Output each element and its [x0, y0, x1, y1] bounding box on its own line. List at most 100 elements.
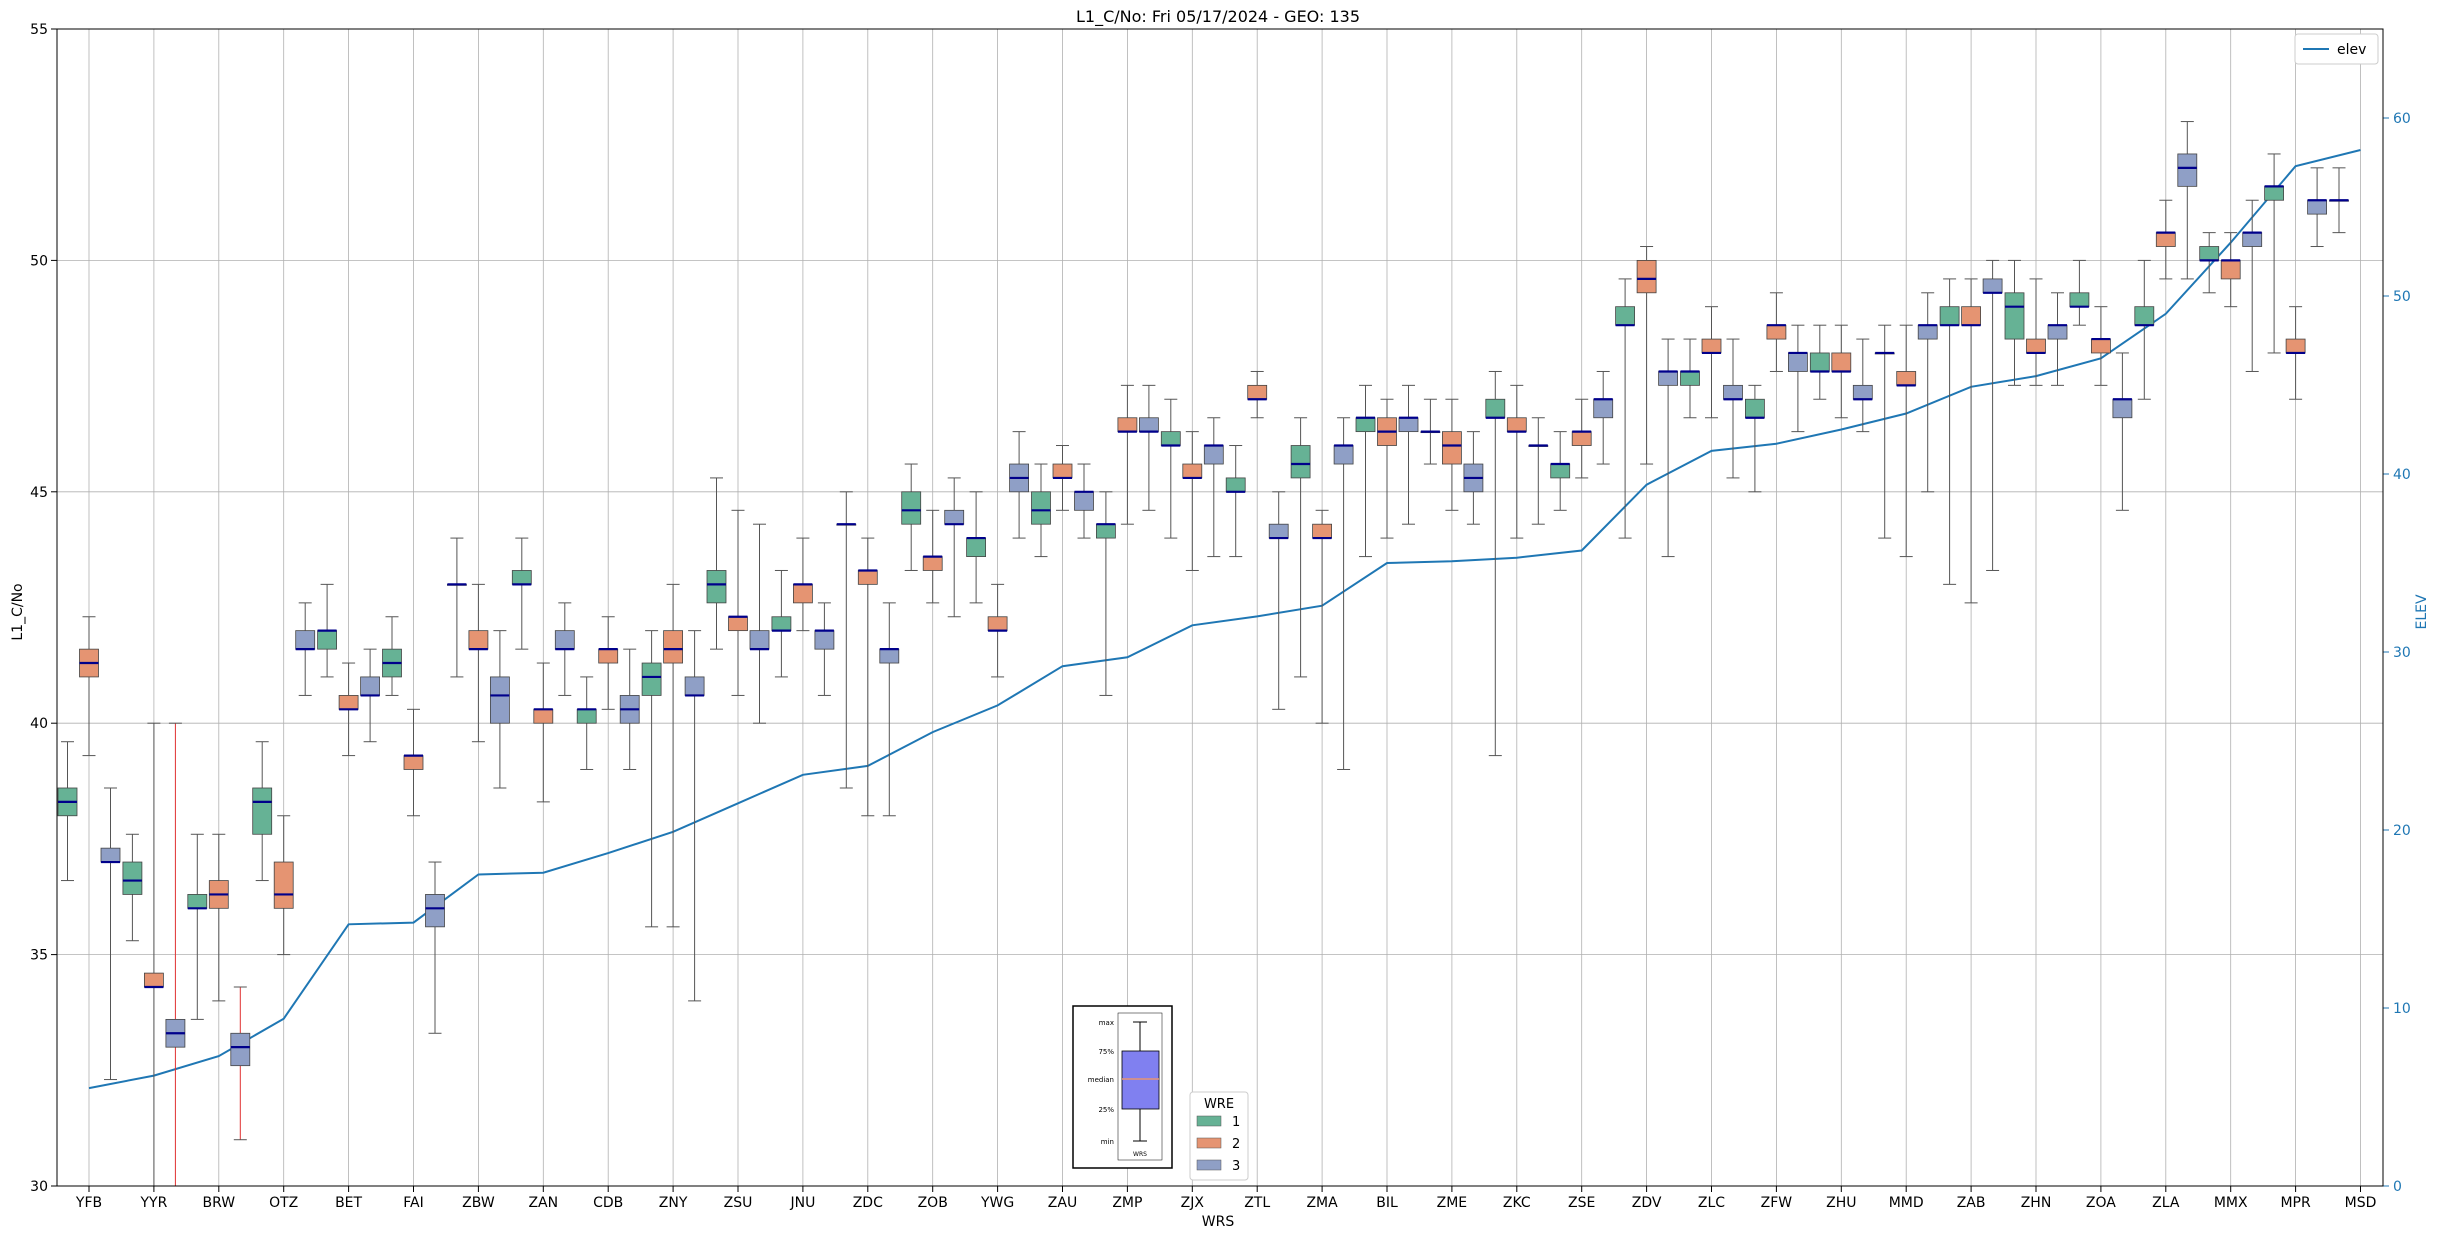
- wre-legend-frame: [1189, 1091, 1249, 1181]
- box-plot: [122, 833, 143, 942]
- box-key-label-q3: 75%: [1098, 1048, 1114, 1056]
- box-body: [1096, 523, 1116, 539]
- box-plot: [1571, 398, 1592, 479]
- x-tick-label: BET: [335, 1195, 362, 1211]
- box-body: [2264, 185, 2285, 201]
- box-plot: [771, 569, 792, 678]
- box-plot: [1377, 398, 1397, 539]
- box-plot: [2004, 259, 2025, 386]
- box-plot: [814, 602, 835, 696]
- box-body: [2004, 292, 2025, 340]
- y-tick-label: 45: [30, 485, 48, 501]
- box-plot: [165, 722, 186, 1187]
- box-key-label-median: median: [1088, 1076, 1114, 1084]
- y2-tick-label: 50: [2393, 289, 2411, 305]
- x-tick-label: MMD: [1889, 1195, 1924, 1211]
- box-plot: [1139, 384, 1159, 511]
- x-tick-label: CDB: [593, 1195, 623, 1211]
- box-plot: [1961, 278, 1981, 604]
- box-plot: [1463, 431, 1484, 525]
- box-plot: [1442, 398, 1462, 511]
- x-tick-label: JNU: [789, 1195, 815, 1211]
- wre-legend-label-3: 3: [1232, 1159, 1240, 1174]
- box-plot: [1268, 491, 1289, 710]
- box-body: [1571, 431, 1592, 446]
- box-key-label-min: min: [1101, 1138, 1114, 1146]
- box-plot: [944, 477, 965, 618]
- box-plot: [684, 630, 705, 1002]
- box-key-box: [1121, 1050, 1160, 1110]
- box-plot: [966, 491, 986, 604]
- box-body: [663, 630, 683, 664]
- box-plot: [987, 583, 1008, 678]
- box-body: [1182, 463, 1203, 479]
- x-tick-label: YWG: [980, 1195, 1014, 1211]
- box-plot: [338, 662, 359, 757]
- box-plot: [619, 648, 640, 770]
- box-plot: [317, 583, 338, 678]
- box-body: [317, 630, 338, 650]
- box-body: [1680, 371, 1700, 386]
- box-body: [143, 972, 164, 988]
- x-tick-label: OTZ: [269, 1195, 298, 1211]
- chart-title: L1_C/No: Fri 05/17/2024 - GEO: 135: [1076, 7, 1360, 27]
- box-body: [1268, 523, 1289, 539]
- box-plot: [403, 708, 424, 817]
- box-body: [1852, 384, 1873, 400]
- box-body: [2112, 398, 2133, 419]
- box-plot: [1809, 324, 1830, 400]
- box-key-label-max: max: [1099, 1019, 1114, 1027]
- box-plot: [663, 583, 683, 928]
- box-body: [468, 630, 489, 650]
- y2-tick-label: 20: [2393, 823, 2411, 839]
- box-body: [1788, 352, 1808, 372]
- box-plot: [857, 537, 878, 817]
- box-plot: [2155, 199, 2176, 280]
- box-body: [2090, 338, 2111, 354]
- box-plot: [2090, 306, 2111, 386]
- box-plot: [1766, 292, 1787, 372]
- box-key-label-q1: 25%: [1098, 1106, 1114, 1114]
- box-plot: [879, 602, 900, 817]
- box-plot: [273, 815, 294, 956]
- y2-tick-label: 40: [2393, 467, 2411, 483]
- grid: [57, 28, 2383, 1187]
- box-plot: [382, 616, 402, 696]
- x-tick-label: ZNY: [659, 1195, 688, 1211]
- x-tick-label: ZSE: [1568, 1195, 1595, 1211]
- box-plot: [425, 861, 445, 1034]
- box-plot: [1290, 417, 1311, 678]
- box-plot: [1074, 463, 1094, 539]
- x-tick-label: BRW: [202, 1195, 235, 1211]
- box-body: [1550, 463, 1571, 479]
- box-plot: [489, 630, 510, 789]
- box-body: [814, 630, 835, 650]
- box-plot: [836, 491, 857, 789]
- box-body: [2199, 246, 2220, 261]
- x-tick-label: ZBW: [462, 1195, 495, 1211]
- box-body: [2134, 306, 2155, 326]
- x-tick-label: ZJX: [1181, 1195, 1205, 1211]
- box-plot: [728, 509, 748, 696]
- box-plot: [922, 509, 943, 604]
- box-body: [425, 894, 445, 928]
- box-body: [1117, 417, 1138, 433]
- box-plot: [1745, 384, 1765, 493]
- box-body: [1442, 431, 1462, 465]
- box-body: [1506, 417, 1527, 433]
- y-tick-label: 30: [30, 1179, 48, 1195]
- box-plot: [57, 741, 78, 882]
- box-plot: [1052, 445, 1073, 511]
- box-plot: [1615, 278, 1635, 539]
- box-plot: [1788, 324, 1808, 433]
- axes: 30 35 40 45 50 55 0 10 20 30 40 50 60 YFB YYR BRW OTZ BET…: [30, 22, 2411, 1211]
- box-body: [1225, 477, 1246, 493]
- box-body: [1831, 352, 1852, 372]
- box-plot: [1874, 324, 1895, 539]
- box-plot: [1636, 246, 1657, 465]
- box-plot: [1398, 384, 1419, 525]
- box-body: [1961, 306, 1981, 326]
- box-body: [857, 570, 878, 585]
- box-body: [2155, 232, 2176, 247]
- x-tick-label: ZDC: [853, 1195, 883, 1211]
